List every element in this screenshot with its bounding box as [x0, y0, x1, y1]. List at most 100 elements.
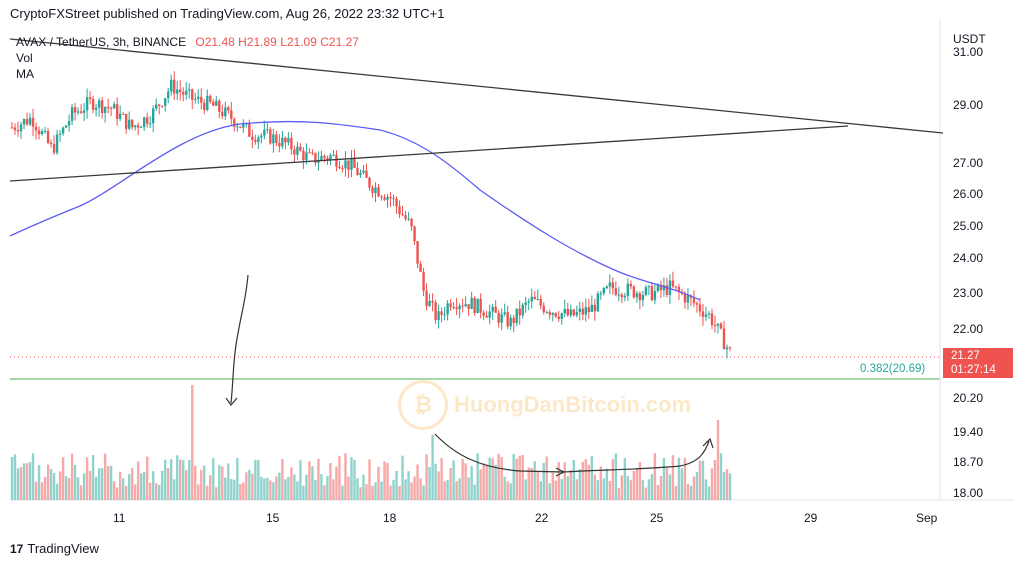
legend-symbol-row: AVAX / TetherUS, 3h, BINANCE O21.48 H21.…: [16, 34, 359, 50]
candle-body: [16, 130, 20, 132]
volume-bar: [13, 454, 17, 500]
volume-bar: [563, 462, 566, 500]
volume-bar: [377, 466, 380, 500]
candle-body: [593, 304, 597, 312]
candle-body: [677, 287, 681, 292]
volume-bar: [506, 481, 509, 500]
candle-body: [614, 288, 618, 295]
volume-bar: [314, 479, 317, 500]
volume-bar: [452, 460, 455, 500]
candle-body: [440, 311, 443, 315]
candle-body: [410, 218, 413, 227]
volume-bar: [431, 435, 434, 500]
volume-bar: [659, 475, 663, 500]
volume-bar: [206, 485, 209, 500]
volume-bar: [374, 482, 377, 500]
volume-bar: [521, 455, 524, 500]
candle-body: [173, 79, 176, 94]
volume-bar: [329, 463, 332, 500]
volume-bar: [611, 459, 615, 500]
tradingview-brand[interactable]: 17 TradingView: [10, 541, 99, 556]
candle-body: [215, 100, 218, 106]
volume-bar: [383, 461, 386, 500]
candle-body: [386, 197, 389, 200]
volume-bar: [593, 474, 597, 500]
candle-body: [188, 89, 191, 91]
volume-bar: [290, 467, 293, 500]
candle-body: [587, 307, 591, 312]
candle-body: [182, 92, 185, 95]
volume-bar: [94, 476, 98, 500]
candle-body: [656, 284, 660, 292]
candle-body: [142, 117, 146, 128]
volume-bar: [632, 470, 636, 500]
candle-body: [263, 129, 266, 136]
ascending-trendline: [9, 125, 849, 182]
candle-body: [725, 347, 729, 350]
price-axis-label: 19.40: [953, 425, 983, 439]
candle-body: [509, 317, 512, 327]
candle-body: [100, 100, 104, 114]
candle-body: [230, 110, 233, 120]
currency-label[interactable]: USDT: [953, 32, 986, 46]
candle-body: [617, 294, 621, 296]
candle-body: [662, 285, 666, 291]
volume-bar: [482, 463, 485, 500]
candle-body: [341, 168, 344, 170]
volume-bar: [263, 478, 266, 500]
candle-body: [248, 123, 251, 137]
volume-bar: [127, 474, 131, 500]
tradingview-logo-icon: 17: [10, 541, 24, 556]
volume-bar: [644, 487, 648, 500]
candle-body: [413, 226, 416, 242]
volume-bar: [248, 469, 251, 500]
candle-body: [76, 111, 80, 113]
candle-body: [380, 196, 383, 198]
candle-body: [161, 105, 164, 107]
candle-body: [470, 297, 473, 309]
candle-body: [85, 97, 89, 111]
candle-body: [185, 90, 188, 95]
volume-bar: [413, 476, 416, 500]
candle-body: [320, 155, 323, 161]
candle-body: [395, 198, 398, 207]
volume-bar: [10, 456, 14, 500]
candle-body: [710, 313, 714, 325]
volume-bar: [440, 457, 443, 500]
drawn-curve-arrow-right: [562, 440, 710, 473]
price-axis-labels: 31.00 29.00 27.00 26.00 25.00 24.00 23.00 22.00…: [953, 45, 983, 500]
volume-bar: [233, 479, 236, 500]
candle-body: [407, 218, 410, 220]
volume-bar: [662, 457, 666, 500]
volume-bar: [326, 476, 329, 500]
date-axis-label: 18: [383, 511, 397, 525]
volume-bar: [299, 460, 302, 500]
volume-bar: [284, 479, 287, 500]
volume-bar: [371, 485, 374, 500]
candle-body: [665, 285, 669, 295]
candle-body: [176, 89, 179, 94]
volume-bar: [73, 464, 77, 500]
candle-body: [563, 308, 566, 314]
candle-body: [494, 306, 497, 313]
candle-body: [158, 104, 161, 106]
descending-trendline: [9, 38, 944, 134]
volume-bar: [188, 460, 191, 500]
legend-vol[interactable]: Vol: [16, 51, 33, 65]
drawn-up-arrowhead: [702, 437, 714, 449]
legend-ma[interactable]: MA: [16, 67, 34, 81]
volume-bar: [398, 485, 401, 500]
volume-bar: [124, 485, 128, 500]
symbol-label[interactable]: AVAX / TetherUS, 3h, BINANCE: [16, 35, 187, 49]
candle-body: [389, 197, 392, 199]
volume-bar: [305, 474, 308, 500]
volume-bar: [599, 466, 603, 500]
candle-body: [473, 297, 476, 313]
candle-body: [377, 187, 380, 197]
candle-body: [284, 137, 287, 143]
volume-bar: [500, 457, 503, 500]
volume-bar: [560, 479, 563, 500]
candle-body: [419, 263, 422, 272]
candle-body: [356, 167, 359, 176]
